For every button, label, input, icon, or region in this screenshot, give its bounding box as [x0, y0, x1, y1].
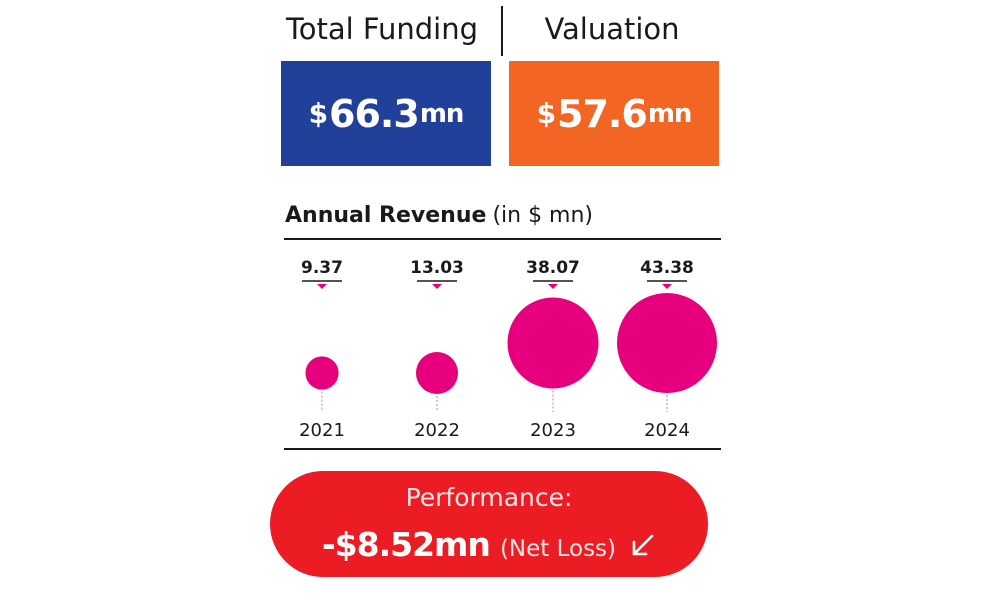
revenue-bubble-chart: 9.37 2021 13.03 2022 38.07 2023 43.38 2024 — [299, 258, 717, 441]
performance-pill: Performance: -$8.52mn (Net Loss) — [270, 471, 708, 577]
funding-header: Total Funding Valuation — [270, 6, 720, 58]
year-label: 2023 — [530, 420, 576, 441]
revenue-top-rule — [284, 238, 721, 240]
performance-label: Performance: — [405, 483, 573, 512]
value-pointer — [662, 284, 672, 289]
revenue-value-label: 43.38 — [640, 258, 694, 278]
value-pointer — [432, 284, 442, 289]
revenue-bubble — [305, 356, 339, 390]
revenue-title: Annual Revenue (in $ mn) — [285, 203, 593, 228]
valuation-currency: $ — [536, 97, 557, 130]
revenue-title-main: Annual Revenue — [285, 203, 487, 228]
revenue-bubble — [617, 293, 717, 393]
value-pointer — [317, 284, 327, 289]
revenue-bottom-rule — [284, 448, 721, 450]
revenue-value-label: 38.07 — [526, 258, 580, 278]
revenue-value-label: 9.37 — [301, 258, 343, 278]
header-divider — [501, 6, 503, 56]
value-pointer — [548, 284, 558, 289]
revenue-bubble — [415, 351, 459, 395]
total-funding-label: Total Funding — [285, 12, 479, 46]
year-label: 2022 — [414, 420, 460, 441]
funding-value: 66.3 — [329, 91, 420, 136]
funding-currency: $ — [308, 97, 329, 130]
valuation-unit: mn — [647, 98, 693, 129]
revenue-title-unit: (in $ mn) — [492, 203, 594, 228]
arrow-down-left-icon — [632, 534, 654, 555]
valuation-box: $ 57.6 mn — [509, 61, 719, 166]
revenue-value-label: 13.03 — [410, 258, 464, 278]
funding-unit: mn — [419, 98, 465, 129]
total-funding-box: $ 66.3 mn — [281, 61, 491, 166]
year-label: 2021 — [299, 420, 345, 441]
year-label: 2024 — [644, 420, 690, 441]
performance-note: (Net Loss) — [499, 536, 617, 562]
valuation-label: Valuation — [544, 12, 680, 46]
performance-value: -$8.52mn — [321, 525, 491, 564]
valuation-value: 57.6 — [557, 91, 648, 136]
performance-line: -$8.52mn (Net Loss) — [270, 525, 708, 564]
revenue-bubble — [507, 297, 599, 389]
